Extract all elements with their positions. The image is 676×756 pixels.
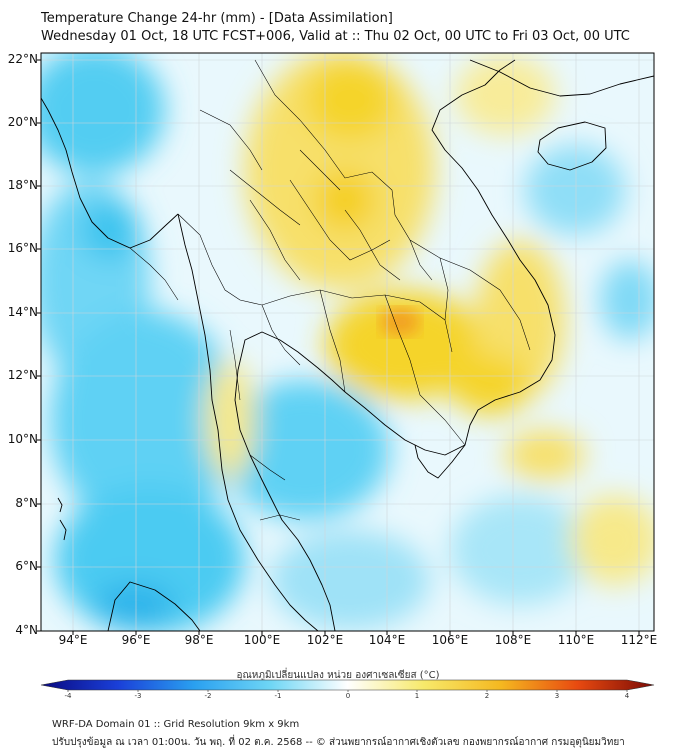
colorbar-tick: 4 xyxy=(624,692,630,700)
colorbar-tick: 0 xyxy=(345,692,351,700)
colorbar-tick: 3 xyxy=(554,692,560,700)
colorbar-tick: -4 xyxy=(64,692,72,700)
colorbar-tick: -3 xyxy=(134,692,142,700)
lat-label: 4°N xyxy=(15,623,38,637)
colorbar-title: อุณหภูมิเปลี่ยนแปลง หน่วย องศาเซลเซียส (… xyxy=(236,670,440,681)
colorbar-tick: -1 xyxy=(274,692,282,700)
map-title: Temperature Change 24-hr (mm) - [Data As… xyxy=(41,11,393,26)
field-patches xyxy=(41,53,654,631)
graticule xyxy=(41,53,654,631)
colorbar-tick: -2 xyxy=(204,692,212,700)
footer-update-info: ปรับปรุงข้อมูล ณ เวลา 01:00น. วัน พฤ. ที… xyxy=(52,737,625,748)
lat-label: 20°N xyxy=(7,115,38,129)
lon-label: 104°E xyxy=(368,633,406,647)
map-subtitle: Wednesday 01 Oct, 18 UTC FCST+006, Valid… xyxy=(41,29,630,44)
colorbar-tick: 1 xyxy=(414,692,420,700)
lat-label: 8°N xyxy=(15,496,38,510)
lat-label: 18°N xyxy=(7,178,38,192)
lon-label: 100°E xyxy=(243,633,281,647)
lon-label: 110°E xyxy=(557,633,595,647)
lat-label: 16°N xyxy=(7,241,38,255)
lat-label: 10°N xyxy=(7,432,38,446)
footer-model-info: WRF-DA Domain 01 :: Grid Resolution 9km … xyxy=(52,719,300,730)
lon-label: 94°E xyxy=(58,633,88,647)
lat-label: 12°N xyxy=(7,368,38,382)
colorbar-tick: 2 xyxy=(484,692,490,700)
lat-label: 22°N xyxy=(7,52,38,66)
lon-label: 106°E xyxy=(431,633,469,647)
admin-borders xyxy=(129,59,531,521)
lon-label: 98°E xyxy=(184,633,214,647)
coastlines xyxy=(41,59,654,631)
lat-label: 6°N xyxy=(15,559,38,573)
lon-label: 112°E xyxy=(620,633,658,647)
lon-label: 96°E xyxy=(121,633,151,647)
lon-label: 108°E xyxy=(494,633,532,647)
lon-label: 102°E xyxy=(306,633,344,647)
lat-label: 14°N xyxy=(7,305,38,319)
